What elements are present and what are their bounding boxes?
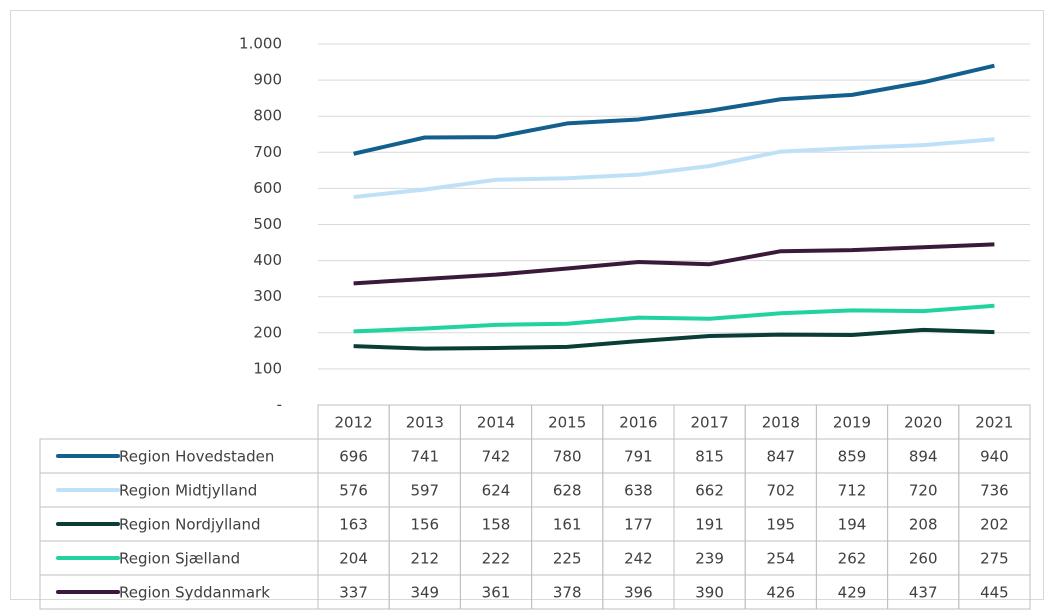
series-line (353, 327, 995, 351)
table-value: 576 (339, 482, 368, 500)
table-value: 445 (980, 584, 1009, 602)
table-value: 390 (695, 584, 724, 602)
table-value: 628 (553, 482, 582, 500)
table-value: 225 (553, 550, 582, 568)
table-value: 396 (624, 584, 653, 602)
y-tick-label: - (277, 396, 282, 414)
table-value: 161 (553, 516, 582, 534)
x-tick-label: 2018 (762, 414, 800, 432)
table-value: 222 (482, 550, 511, 568)
table-value: 204 (339, 550, 368, 568)
table-value: 894 (909, 448, 938, 466)
series-line (353, 63, 995, 156)
series-line (353, 242, 995, 286)
y-tick-label: 500 (253, 215, 282, 233)
table-value: 437 (909, 584, 938, 602)
table-value: 791 (624, 448, 653, 466)
chart-frame (10, 10, 1044, 600)
table-value: 429 (838, 584, 867, 602)
table-value: 260 (909, 550, 938, 568)
table-value: 712 (838, 482, 867, 500)
table-value: 662 (695, 482, 724, 500)
legend-label: Region Midtjylland (119, 482, 257, 500)
table-value: 742 (482, 448, 511, 466)
table-value: 815 (695, 448, 724, 466)
table-value: 361 (482, 584, 511, 602)
x-tick-label: 2014 (477, 414, 515, 432)
table-value: 156 (410, 516, 439, 534)
table-value: 780 (553, 448, 582, 466)
series-line (353, 303, 995, 334)
table-value: 194 (838, 516, 867, 534)
y-tick-label: 300 (253, 287, 282, 305)
table-value: 254 (766, 550, 795, 568)
table-value: 847 (766, 448, 795, 466)
table-value: 275 (980, 550, 1009, 568)
y-tick-label: 1.000 (239, 35, 282, 53)
x-tick-label: 2015 (548, 414, 586, 432)
table-value: 242 (624, 550, 653, 568)
table-value: 262 (838, 550, 867, 568)
table-value: 702 (766, 482, 795, 500)
table-value: 208 (909, 516, 938, 534)
x-tick-label: 2017 (691, 414, 729, 432)
y-tick-label: 400 (253, 251, 282, 269)
table-cell (958, 574, 1031, 610)
y-tick-label: 800 (253, 107, 282, 125)
table-value: 741 (410, 448, 439, 466)
legend-label: Region Syddanmark (119, 584, 270, 602)
y-tick-label: 900 (253, 71, 282, 89)
table-value: 736 (980, 482, 1009, 500)
table-value: 163 (339, 516, 368, 534)
y-tick-label: 100 (253, 359, 282, 377)
x-tick-label: 2021 (975, 414, 1013, 432)
table-value: 597 (410, 482, 439, 500)
legend-label: Region Nordjylland (119, 516, 261, 534)
y-tick-label: 600 (253, 179, 282, 197)
table-value: 239 (695, 550, 724, 568)
table-value: 337 (339, 584, 368, 602)
table-value: 720 (909, 482, 938, 500)
table-value: 859 (838, 448, 867, 466)
table-value: 158 (482, 516, 511, 534)
table-value: 212 (410, 550, 439, 568)
y-tick-label: 700 (253, 143, 282, 161)
table-value: 638 (624, 482, 653, 500)
x-tick-label: 2019 (833, 414, 871, 432)
table-value: 195 (766, 516, 795, 534)
table-value: 624 (482, 482, 511, 500)
table-value: 696 (339, 448, 368, 466)
legend-label: Region Sjælland (119, 550, 240, 568)
table-value: 349 (410, 584, 439, 602)
y-tick-label: 200 (253, 323, 282, 341)
table-value: 202 (980, 516, 1009, 534)
table-value: 378 (553, 584, 582, 602)
table-value: 426 (766, 584, 795, 602)
x-tick-label: 2012 (335, 414, 373, 432)
table-value: 940 (980, 448, 1009, 466)
x-tick-label: 2013 (406, 414, 444, 432)
series-line (353, 137, 995, 200)
legend-label: Region Hovedstaden (119, 448, 274, 466)
table-value: 191 (695, 516, 724, 534)
table-value: 177 (624, 516, 653, 534)
x-tick-label: 2016 (619, 414, 657, 432)
x-tick-label: 2020 (904, 414, 942, 432)
